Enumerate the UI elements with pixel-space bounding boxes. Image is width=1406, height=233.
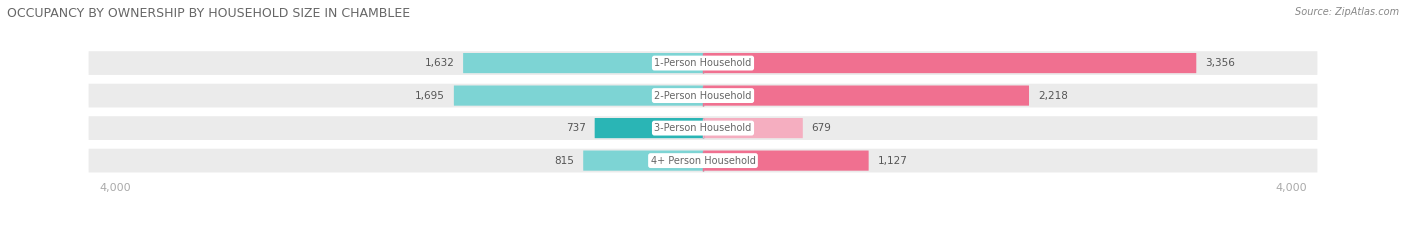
FancyBboxPatch shape [89,116,1317,140]
FancyBboxPatch shape [583,151,703,171]
Text: 679: 679 [811,123,831,133]
Text: 737: 737 [567,123,586,133]
FancyBboxPatch shape [89,149,1317,172]
Text: 3-Person Household: 3-Person Household [654,123,752,133]
FancyBboxPatch shape [703,53,1197,73]
FancyBboxPatch shape [703,118,803,138]
Legend: Owner-occupied, Renter-occupied: Owner-occupied, Renter-occupied [591,231,815,233]
Text: 2,218: 2,218 [1038,91,1067,101]
Text: 1-Person Household: 1-Person Household [654,58,752,68]
Text: 815: 815 [554,156,575,166]
FancyBboxPatch shape [463,53,703,73]
FancyBboxPatch shape [454,86,703,106]
Text: 1,695: 1,695 [415,91,446,101]
FancyBboxPatch shape [703,86,1029,106]
Text: 4+ Person Household: 4+ Person Household [651,156,755,166]
Text: OCCUPANCY BY OWNERSHIP BY HOUSEHOLD SIZE IN CHAMBLEE: OCCUPANCY BY OWNERSHIP BY HOUSEHOLD SIZE… [7,7,411,20]
Text: 1,127: 1,127 [877,156,907,166]
FancyBboxPatch shape [89,84,1317,107]
FancyBboxPatch shape [595,118,703,138]
Text: 2-Person Household: 2-Person Household [654,91,752,101]
Text: 3,356: 3,356 [1205,58,1234,68]
Text: Source: ZipAtlas.com: Source: ZipAtlas.com [1295,7,1399,17]
FancyBboxPatch shape [89,51,1317,75]
FancyBboxPatch shape [703,151,869,171]
Text: 1,632: 1,632 [425,58,454,68]
